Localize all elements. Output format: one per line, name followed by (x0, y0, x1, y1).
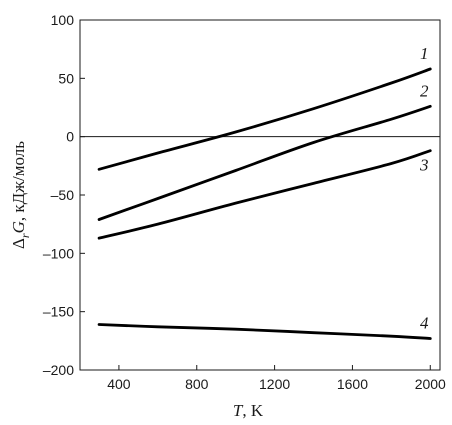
x-tick-label: 1200 (259, 376, 290, 392)
plot-frame (79, 19, 441, 371)
y-axis-title: ΔrG, кДж/моль (9, 141, 32, 249)
x-tick-label: 2000 (415, 376, 446, 392)
series-label-1: 1 (420, 44, 429, 63)
series-line-2 (97, 104, 432, 221)
series-lines: 1 2 3 4 (97, 44, 432, 340)
series-label-3: 3 (419, 156, 429, 175)
plot-border (79, 19, 441, 371)
y-tick-label: 50 (58, 70, 74, 86)
series-line-1 (97, 67, 432, 171)
x-tick-label: 400 (107, 376, 131, 392)
series-line-3 (97, 149, 432, 240)
series-label-2: 2 (420, 81, 429, 100)
x-tick-label: 800 (185, 376, 209, 392)
x-tick-label: 1600 (337, 376, 368, 392)
x-axis-title: T, K (233, 401, 264, 420)
series-label-4: 4 (420, 314, 429, 333)
y-tick-label: 100 (51, 12, 75, 28)
y-tick-label: –50 (51, 187, 75, 203)
y-tick-label: –100 (43, 245, 74, 261)
series-line-4 (97, 323, 432, 340)
axis-ticks: 100 50 0 –50 –100 –150 –200 400 800 1200 1600 2000 (43, 12, 446, 392)
y-tick-label: –200 (43, 362, 74, 378)
y-tick-label: 0 (66, 129, 74, 145)
y-tick-label: –150 (43, 304, 74, 320)
